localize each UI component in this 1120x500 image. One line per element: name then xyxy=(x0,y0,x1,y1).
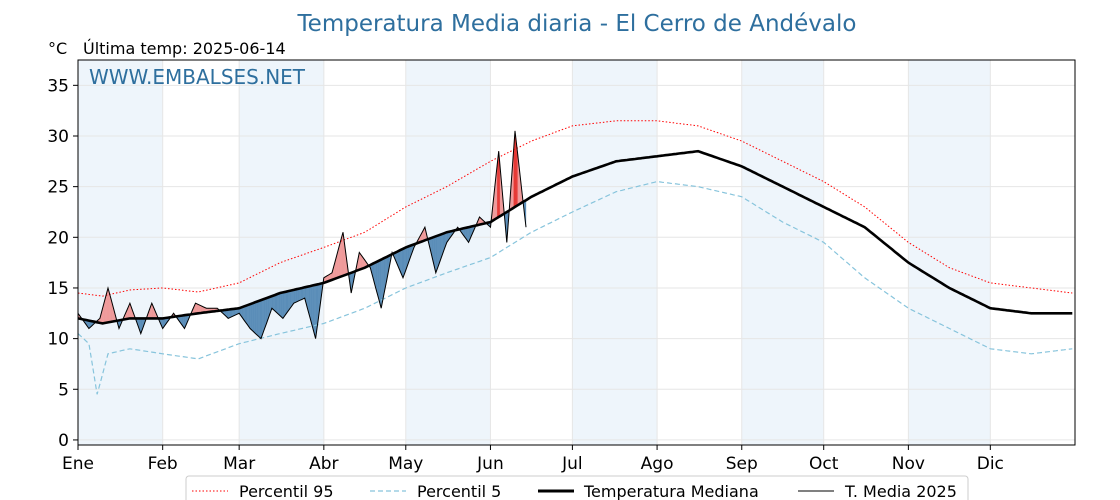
y-tick-label: 35 xyxy=(47,76,69,96)
legend-label-p5: Percentil 5 xyxy=(417,482,501,500)
watermark: WWW.EMBALSES.NET xyxy=(89,65,306,89)
x-tick-label: Mar xyxy=(223,454,255,474)
month-band xyxy=(741,60,824,445)
below-median-fill xyxy=(303,287,305,299)
below-median-fill xyxy=(281,292,284,319)
x-tick-label: Sep xyxy=(726,454,758,474)
p5-line xyxy=(77,180,1073,395)
below-median-fill xyxy=(248,303,251,329)
month-bands xyxy=(78,60,991,445)
above-median-fill xyxy=(341,232,344,277)
legend: Percentil 95 Percentil 5 Temperatura Med… xyxy=(185,475,969,500)
below-median-fill xyxy=(297,288,300,302)
y-tick-label: 10 xyxy=(47,330,69,350)
below-median-fill xyxy=(289,290,292,310)
below-median-fill xyxy=(378,260,380,304)
month-band xyxy=(78,60,163,445)
below-median-fill xyxy=(293,289,296,304)
below-median-fill xyxy=(247,304,249,328)
below-median-fill xyxy=(284,291,286,317)
below-median-fill xyxy=(258,300,260,338)
below-median-fill xyxy=(259,299,262,339)
below-median-fill xyxy=(311,285,314,329)
below-median-fill xyxy=(254,301,256,334)
below-median-fill xyxy=(290,290,293,308)
below-median-fill xyxy=(256,300,259,337)
month-band xyxy=(908,60,991,445)
below-median-fill xyxy=(251,302,253,332)
x-tick-label: Oct xyxy=(809,454,839,474)
x-tick-label: Dic xyxy=(977,454,1004,474)
y-tick-label: 15 xyxy=(47,279,69,299)
below-median-fill xyxy=(244,305,247,324)
below-median-fill xyxy=(282,291,285,319)
below-median-fill xyxy=(301,287,304,300)
y-tick-label: 0 xyxy=(58,431,69,451)
unit-label: °C xyxy=(48,39,67,58)
x-tick-label: Jun xyxy=(476,454,504,474)
below-median-fill xyxy=(401,248,404,278)
above-median-fill xyxy=(195,302,197,314)
below-median-fill xyxy=(274,294,277,313)
below-median-fill xyxy=(379,259,382,309)
x-axis: Ene Feb Mar Abr May Jun Jul Ago Sep Oct Nov Dic xyxy=(62,445,1004,474)
legend-box xyxy=(185,475,969,500)
x-tick-label: Feb xyxy=(148,454,178,474)
below-median-fill xyxy=(312,284,315,334)
below-median-fill xyxy=(295,289,297,303)
below-median-fill xyxy=(314,284,316,339)
below-median-fill xyxy=(245,304,248,326)
below-median-fill xyxy=(273,294,275,312)
month-band xyxy=(239,60,324,445)
y-tick-label: 20 xyxy=(47,228,69,248)
x-tick-label: May xyxy=(388,454,423,474)
below-median-fill xyxy=(263,298,266,332)
y-tick-label: 30 xyxy=(47,127,69,147)
series-lines xyxy=(77,120,1073,395)
above-median-fill xyxy=(359,252,361,270)
median-line xyxy=(77,149,1073,325)
x-tick-label: Abr xyxy=(309,454,338,474)
below-median-fill xyxy=(299,288,301,301)
x-tick-label: Nov xyxy=(892,454,925,474)
below-median-fill xyxy=(437,235,439,270)
month-band xyxy=(405,60,491,445)
below-median-fill xyxy=(300,287,303,301)
month-band xyxy=(572,60,658,445)
below-median-fill xyxy=(288,290,290,312)
below-median-fill xyxy=(271,295,274,310)
legend-label-median: Temperatura Mediana xyxy=(583,482,759,500)
x-tick-label: Jul xyxy=(561,454,583,474)
last-temp-label: Última temp: 2025-06-14 xyxy=(83,39,286,58)
below-median-fill xyxy=(278,292,281,317)
legend-label-current: T. Media 2025 xyxy=(844,482,957,500)
below-median-fill xyxy=(296,288,299,303)
below-median-fill xyxy=(262,298,264,335)
plot-frame xyxy=(77,59,1076,446)
legend-label-p95: Percentil 95 xyxy=(239,482,334,500)
x-tick-label: Ene xyxy=(62,454,94,474)
below-median-fill xyxy=(277,293,279,315)
chart-title: Temperatura Media diaria - El Cerro de A… xyxy=(297,11,857,37)
below-median-fill xyxy=(286,290,289,314)
below-median-fill xyxy=(285,291,288,316)
below-median-fill xyxy=(435,235,438,273)
below-median-fill xyxy=(260,299,263,339)
y-tick-label: 25 xyxy=(47,178,69,198)
below-median-fill xyxy=(249,303,252,331)
y-tick-label: 5 xyxy=(58,380,69,400)
current-year-line xyxy=(77,130,527,340)
p95-line xyxy=(77,120,1073,297)
y-axis: 0 5 10 15 20 25 30 35 xyxy=(47,76,78,451)
below-median-fill xyxy=(279,292,282,318)
below-median-fill xyxy=(275,293,278,314)
x-tick-label: Ago xyxy=(641,454,674,474)
below-median-fill xyxy=(252,302,255,333)
below-median-fill xyxy=(255,301,258,336)
